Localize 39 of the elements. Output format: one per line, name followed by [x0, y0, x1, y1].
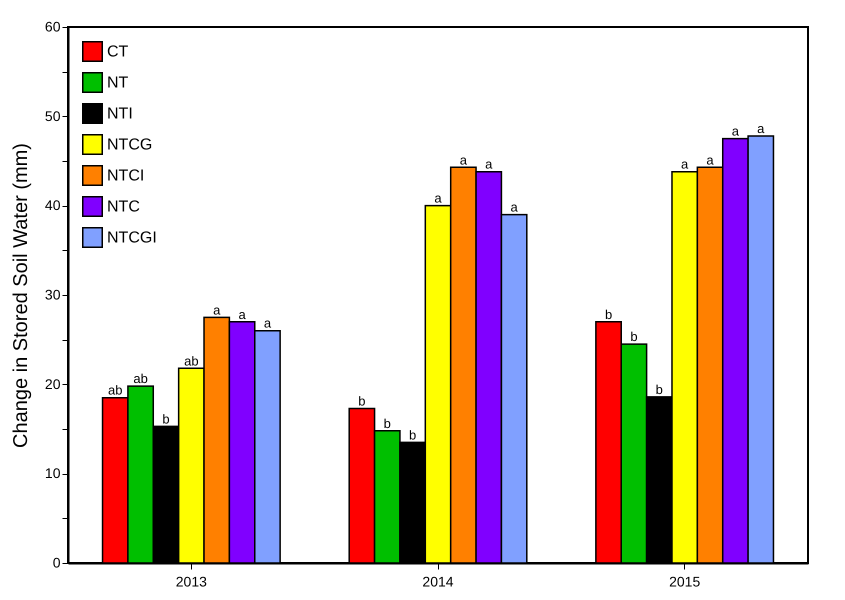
- legend-label: NTCGI: [107, 230, 157, 246]
- data-label: a: [434, 190, 442, 206]
- data-label: b: [604, 306, 612, 322]
- data-label: a: [510, 200, 518, 215]
- data-label: a: [757, 120, 766, 136]
- data-label: b: [630, 329, 638, 344]
- y-tick-label: 10: [44, 465, 61, 482]
- legend-label: NTI: [107, 106, 133, 122]
- y-tick-label: 40: [44, 197, 61, 214]
- data-label: b: [409, 427, 416, 442]
- legend-label: NTCI: [107, 168, 144, 184]
- y-axis-title: Change in Stored Soil Water (mm): [10, 143, 32, 448]
- x-tick-label: 2014: [422, 574, 454, 590]
- legend-label: NTC: [107, 198, 140, 216]
- data-label: b: [384, 416, 391, 431]
- legend-label: CT: [107, 44, 129, 60]
- data-label: a: [238, 306, 246, 322]
- legend-label: NT: [107, 74, 129, 92]
- data-label: b: [358, 393, 366, 408]
- data-label: ab: [184, 353, 199, 368]
- y-tick-label: 60: [44, 18, 61, 34]
- data-label: a: [213, 302, 222, 318]
- data-label: ab: [133, 371, 148, 386]
- data-label: a: [264, 316, 272, 331]
- data-label: b: [162, 411, 170, 426]
- data-label: a: [460, 152, 468, 168]
- legend-label: NTCG: [107, 136, 152, 154]
- y-tick-label: 20: [44, 376, 61, 392]
- data-label: a: [681, 156, 690, 172]
- data-label: a: [706, 152, 714, 168]
- y-tick-label: 50: [44, 108, 61, 124]
- x-tick-label: 2015: [669, 574, 700, 590]
- data-label: b: [656, 382, 663, 397]
- y-tick-label: 0: [52, 554, 61, 570]
- y-tick-label: 30: [44, 286, 61, 302]
- data-label: ab: [108, 382, 122, 398]
- x-tick-label: 2013: [176, 574, 208, 590]
- data-label: a: [485, 156, 494, 172]
- data-label: a: [732, 124, 740, 139]
